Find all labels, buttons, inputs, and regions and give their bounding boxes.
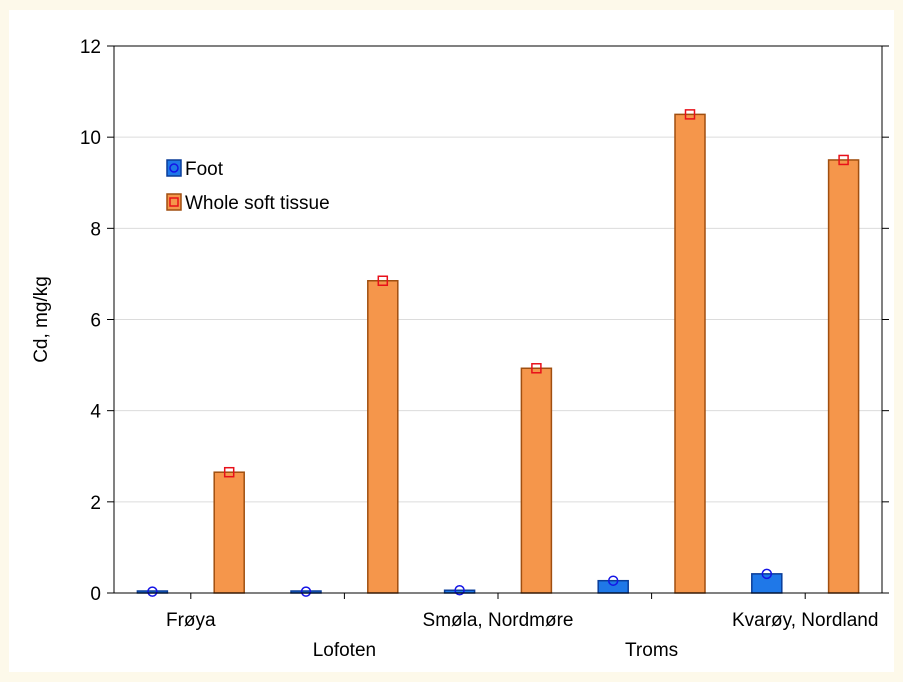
legend-marker — [169, 197, 179, 207]
legend-swatch — [166, 159, 182, 177]
y-tick-label: 6 — [90, 311, 101, 332]
x-tick-label: Frøya — [166, 610, 216, 631]
x-tick-label: Smøla, Nordmøre — [423, 610, 574, 631]
bar-whole-soft-tissue — [520, 367, 553, 594]
bar-foot — [751, 573, 783, 594]
point-marker — [147, 586, 158, 597]
x-axis: Frøya Lofoten Smøla, Nordmøre Troms Kvarøy, … — [166, 593, 878, 661]
bar-whole-soft-tissue — [674, 113, 706, 594]
y-axis: 0 2 4 6 8 10 12 — [80, 37, 889, 605]
point-marker — [684, 109, 696, 120]
point-marker — [223, 466, 235, 478]
y-tick-label: 4 — [90, 402, 101, 423]
point-marker — [454, 585, 465, 596]
point-marker — [761, 568, 773, 580]
legend-swatch — [166, 193, 182, 211]
y-tick-label: 8 — [90, 219, 101, 240]
point-marker — [607, 575, 619, 586]
bar-foot — [597, 579, 629, 594]
bar-whole-soft-tissue — [367, 280, 399, 594]
legend-label: Foot — [185, 159, 224, 180]
y-tick-label: 12 — [80, 37, 101, 58]
x-tick-label: Lofoten — [313, 640, 376, 661]
bar-whole-soft-tissue — [827, 159, 860, 594]
y-tick-label: 2 — [90, 493, 101, 514]
gridlines — [114, 136, 882, 503]
bar-chart: 0 2 4 6 8 10 12 Frøya Lofoten Smøla, Nordmøre Tro… — [31, 37, 889, 661]
bars — [136, 113, 860, 594]
legend-label: Whole soft tissue — [185, 193, 330, 214]
legend: Foot Whole soft tissue — [166, 159, 330, 214]
y-axis-label: Cd, mg/kg — [31, 276, 52, 363]
point-marker — [377, 275, 389, 287]
point-markers — [147, 109, 849, 597]
point-marker — [531, 363, 542, 374]
bar-whole-soft-tissue — [213, 471, 245, 594]
y-tick-label: 10 — [80, 128, 101, 149]
y-tick-label: 0 — [90, 584, 101, 605]
point-marker — [838, 154, 849, 166]
x-tick-label: Troms — [625, 640, 678, 661]
legend-marker — [169, 163, 179, 173]
point-marker — [300, 586, 312, 597]
x-tick-label: Kvarøy, Nordland — [732, 610, 878, 631]
chart-frame: 0 2 4 6 8 10 12 Frøya Lofoten Smøla, Nordmøre Tro… — [9, 10, 894, 672]
